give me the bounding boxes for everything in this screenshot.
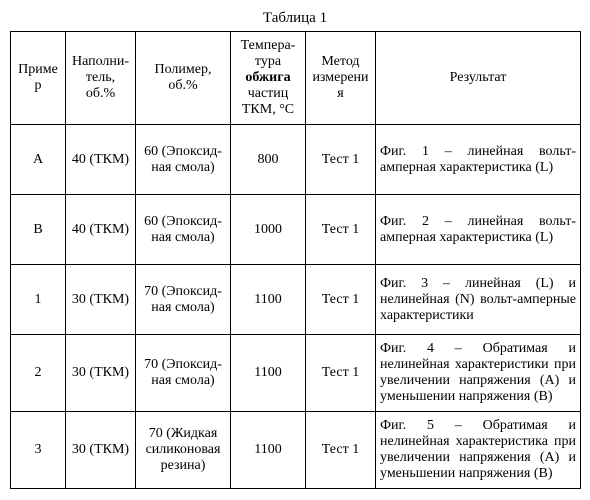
table-row: B40 (ТКМ)60 (Эпоксид­ная смола)1000Тест … [11, 195, 581, 265]
cell-result: Фиг. 2 – линейная вольт-амперная характе… [376, 195, 581, 265]
header-temp: Темпера­тура обжига частиц ТКМ, °C [231, 32, 306, 125]
cell-result: Фиг. 5 – Обратимая и нелинейная характер… [376, 412, 581, 489]
cell-polymer: 70 (Эпоксид­ная смола) [136, 335, 231, 412]
cell-example: A [11, 125, 66, 195]
cell-filler: 30 (ТКМ) [66, 412, 136, 489]
cell-example: 3 [11, 412, 66, 489]
table-row: A40 (ТКМ)60 (Эпоксид­ная смола)800Тест 1… [11, 125, 581, 195]
cell-method: Тест 1 [306, 335, 376, 412]
header-filler: Наполни­тель, об.% [66, 32, 136, 125]
cell-polymer: 70 (Жидкая силиконовая резина) [136, 412, 231, 489]
table-body: A40 (ТКМ)60 (Эпоксид­ная смола)800Тест 1… [11, 125, 581, 489]
cell-temp: 1100 [231, 335, 306, 412]
table-row: 130 (ТКМ)70 (Эпоксид­ная смола)1100Тест … [11, 265, 581, 335]
cell-method: Тест 1 [306, 265, 376, 335]
cell-temp: 1100 [231, 412, 306, 489]
cell-filler: 40 (ТКМ) [66, 125, 136, 195]
header-method: Метод измерения [306, 32, 376, 125]
header-row: Пример Наполни­тель, об.% Полимер, об.% … [11, 32, 581, 125]
cell-method: Тест 1 [306, 125, 376, 195]
table-head: Пример Наполни­тель, об.% Полимер, об.% … [11, 32, 581, 125]
cell-method: Тест 1 [306, 412, 376, 489]
cell-example: 1 [11, 265, 66, 335]
cell-result: Фиг. 4 – Обратимая и нелинейная характер… [376, 335, 581, 412]
table-row: 230 (ТКМ)70 (Эпоксид­ная смола)1100Тест … [11, 335, 581, 412]
cell-filler: 30 (ТКМ) [66, 335, 136, 412]
cell-temp: 1100 [231, 265, 306, 335]
cell-result: Фиг. 1 – линейная вольт-амперная характе… [376, 125, 581, 195]
cell-result: Фиг. 3 – линейная (L) и нелинейная (N) в… [376, 265, 581, 335]
cell-polymer: 60 (Эпоксид­ная смола) [136, 125, 231, 195]
cell-temp: 1000 [231, 195, 306, 265]
cell-temp: 800 [231, 125, 306, 195]
cell-polymer: 70 (Эпоксид­ная смола) [136, 265, 231, 335]
header-polymer: Полимер, об.% [136, 32, 231, 125]
data-table: Пример Наполни­тель, об.% Полимер, об.% … [10, 31, 581, 489]
cell-example: 2 [11, 335, 66, 412]
cell-filler: 30 (ТКМ) [66, 265, 136, 335]
cell-polymer: 60 (Эпоксид­ная смола) [136, 195, 231, 265]
cell-example: B [11, 195, 66, 265]
header-example: Пример [11, 32, 66, 125]
table-row: 330 (ТКМ)70 (Жидкая силиконовая резина)1… [11, 412, 581, 489]
header-result: Результат [376, 32, 581, 125]
cell-method: Тест 1 [306, 195, 376, 265]
cell-filler: 40 (ТКМ) [66, 195, 136, 265]
table-title: Таблица 1 [10, 10, 580, 27]
